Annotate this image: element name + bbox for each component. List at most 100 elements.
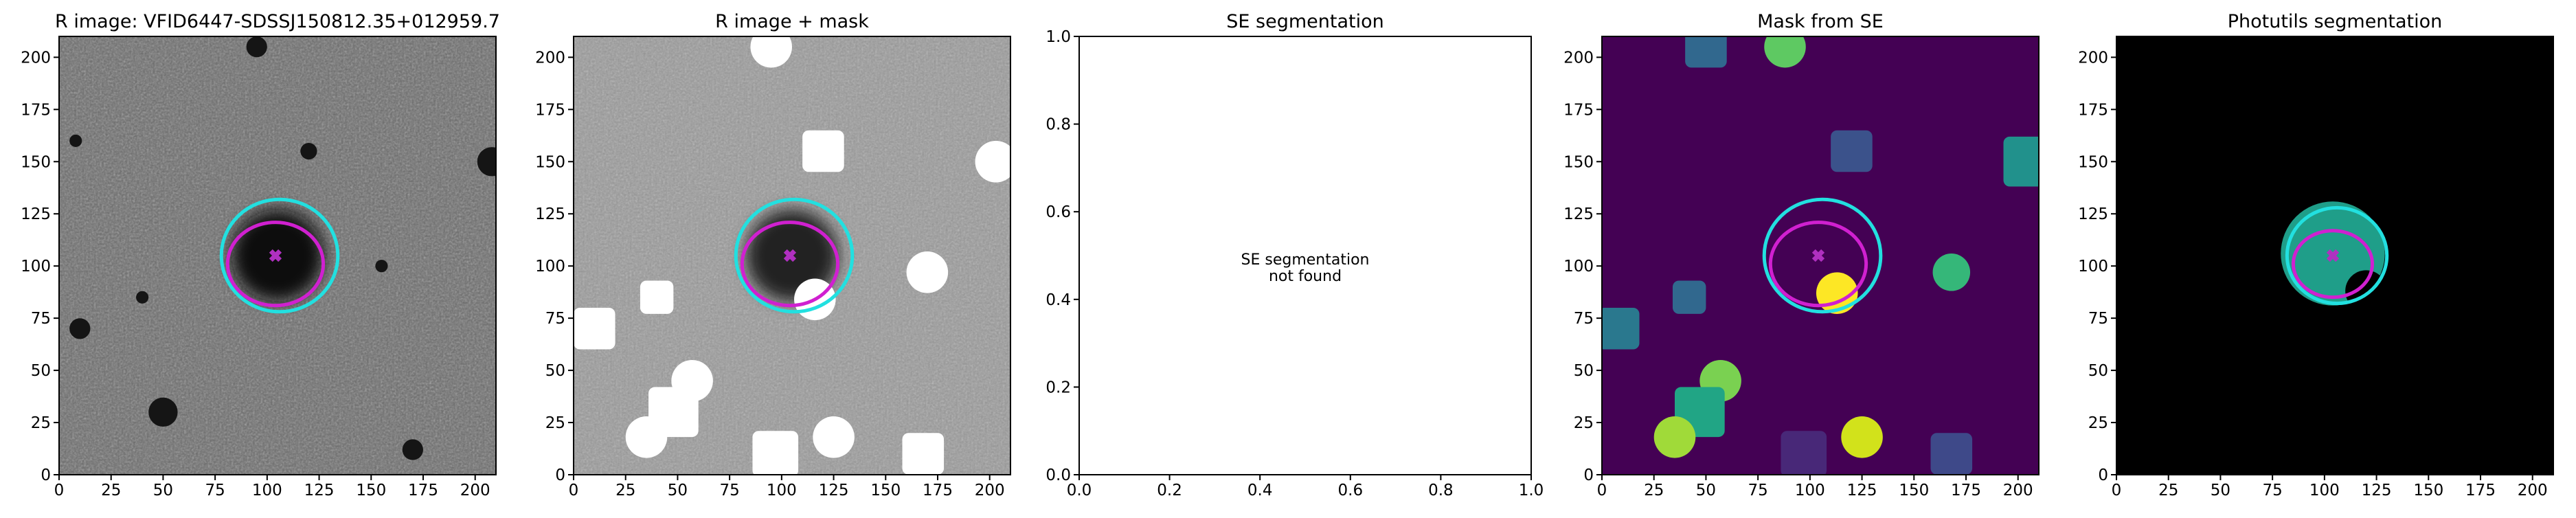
x-tick-label: 25 [615,482,635,499]
y-tick-label: 125 [535,205,565,223]
y-tick-label: 100 [1563,258,1594,275]
segment [2003,136,2039,187]
segment [1672,280,1706,314]
x-tick-label: 50 [153,482,173,499]
x-tick-label: 0 [569,482,579,499]
x-tick-label: 100 [252,482,282,499]
x-tick-label: 25 [2158,482,2178,499]
y-tick-label: 200 [535,49,565,67]
y-tick-label: 125 [1563,205,1594,223]
y-tick-label: 50 [545,362,565,380]
y-tick-label: 75 [545,310,565,328]
x-tick-label: 175 [923,482,953,499]
x-tick-label: 50 [2211,482,2230,499]
x-tick-label: 175 [1951,482,1981,499]
x-tick-label: 125 [304,482,335,499]
y-tick-label: 0.6 [1046,203,1071,221]
y-tick-label: 150 [21,153,51,171]
y-tick-label: 100 [2078,258,2108,275]
x-tick-label: 0 [1597,482,1607,499]
segment [1781,431,1827,475]
segment [1764,36,1806,68]
y-tick-label: 175 [2078,101,2108,119]
y-tick-label: 200 [2078,49,2108,67]
y-tick-label: 150 [2078,153,2108,171]
y-tick-label: 0 [41,466,51,484]
annotation: not found [1269,268,1342,285]
x-tick-label: 175 [408,482,438,499]
panel-title: SE segmentation [1226,11,1383,32]
x-tick-label: 200 [2003,482,2033,499]
segment [1932,254,1971,291]
panel-title: Photutils segmentation [2228,11,2443,32]
star [375,260,388,273]
y-tick-label: 75 [2088,310,2108,328]
y-tick-label: 0.4 [1046,291,1071,309]
star [402,439,423,460]
panel-title: R image + mask [715,11,869,32]
x-tick-label: 75 [205,482,225,499]
x-tick-label: 0.0 [1067,482,1092,499]
annotation: SE segmentation [1241,251,1370,269]
aperture-inner [225,221,326,308]
mask-blob [902,433,945,475]
x-tick-label: 200 [2518,482,2548,499]
star [300,142,317,160]
panel-title: Mask from SE [1757,11,1884,32]
y-tick-label: 175 [21,101,51,119]
y-tick-label: 75 [31,310,51,328]
mask-blob [750,36,792,68]
mask-blob [813,416,855,458]
x-tick-label: 200 [460,482,490,499]
aperture-inner [1768,221,1868,308]
y-tick-label: 25 [31,414,51,432]
axes-frame [58,36,497,475]
y-tick-label: 1.0 [1046,28,1071,46]
segment [1685,36,1727,68]
mask-blob [574,307,615,350]
panel: 0 25 50 75 100 125 150 175 200 0 25 50 75 100 125 150 17… [535,11,1011,499]
image [1602,36,2039,475]
star [246,36,267,58]
segment [1653,416,1696,458]
x-tick-label: 200 [975,482,1005,499]
x-tick-label: 0.2 [1157,482,1182,499]
segment [1930,433,1973,475]
center-marker [783,249,797,262]
x-tick-label: 100 [2309,482,2340,499]
x-tick-label: 150 [2413,482,2443,499]
aperture-outer [219,197,340,314]
y-tick-label: 200 [21,49,51,67]
y-tick-label: 125 [2078,205,2108,223]
y-tick-label: 25 [2088,414,2108,432]
mask-blob [625,416,668,458]
y-tick-label: 50 [2088,362,2108,380]
y-tick-label: 150 [1563,153,1594,171]
y-tick-label: 100 [21,258,51,275]
x-tick-label: 0 [2112,482,2122,499]
mask-blob [640,280,674,314]
mask-blob [975,141,1010,183]
segment [1831,130,1873,172]
y-tick-label: 200 [1563,49,1594,67]
aperture-outer [734,197,855,314]
x-tick-label: 75 [720,482,740,499]
x-tick-label: 125 [2362,482,2392,499]
axes-frame [1601,36,2040,475]
star [148,397,178,427]
mask-blob [752,431,799,475]
x-tick-label: 50 [668,482,688,499]
center-marker [1811,249,1825,262]
y-tick-label: 25 [545,414,565,432]
x-tick-label: 125 [819,482,849,499]
y-tick-label: 0.8 [1046,116,1071,134]
mask-blob [802,130,844,172]
star [477,147,496,177]
image [59,36,496,475]
y-tick-label: 50 [1574,362,1594,380]
y-tick-label: 0 [1583,466,1594,484]
segment [1602,307,1640,350]
y-tick-label: 175 [535,101,565,119]
